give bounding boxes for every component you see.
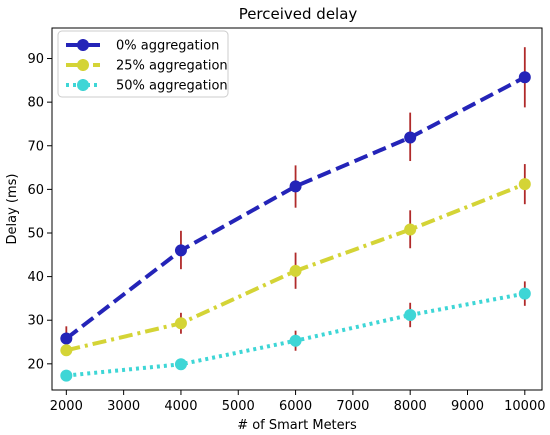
y-tick-label: 80 [27, 96, 44, 111]
legend-marker [77, 79, 89, 91]
data-point [60, 369, 73, 382]
data-point [174, 317, 187, 330]
legend-marker [77, 59, 89, 71]
y-tick-label: 20 [27, 357, 44, 372]
data-point [404, 131, 417, 144]
chart-title: Perceived delay [239, 5, 358, 23]
series-group [60, 47, 531, 352]
legend-item: 25% aggregation [66, 59, 228, 74]
x-tick-label: 8000 [394, 399, 427, 414]
data-point [60, 332, 73, 345]
y-tick-label: 30 [27, 314, 44, 329]
legend-item: 0% aggregation [66, 39, 219, 54]
data-point [404, 308, 417, 321]
y-axis: 20 30 40 50 60 70 80 90 [27, 52, 52, 372]
y-tick-label: 90 [27, 52, 44, 67]
data-point [60, 344, 73, 357]
y-tick-label: 60 [27, 183, 44, 198]
x-tick-label: 10000 [504, 399, 545, 414]
series-group [60, 164, 531, 357]
x-tick-label: 2000 [50, 399, 83, 414]
series-group [60, 281, 531, 382]
y-axis-label: Delay (ms) [5, 174, 20, 245]
x-tick-label: 3000 [107, 399, 140, 414]
x-tick-label: 6000 [279, 399, 312, 414]
legend-label: 0% aggregation [116, 39, 219, 54]
x-tick-label: 5000 [222, 399, 255, 414]
y-tick-label: 50 [27, 226, 44, 241]
series-line [65, 75, 526, 341]
data-point [404, 223, 417, 236]
data-point [174, 358, 187, 371]
x-axis: 2000 3000 4000 5000 6000 7000 8000 9000 10000 [50, 390, 545, 414]
y-tick-label: 40 [27, 270, 44, 285]
legend-item: 50% aggregation [66, 79, 228, 94]
plot-frame [51, 27, 543, 391]
data-point [518, 178, 531, 191]
data-point [289, 264, 302, 277]
x-tick-label: 4000 [164, 399, 197, 414]
series-layer [60, 47, 531, 382]
legend-marker [77, 39, 89, 51]
data-point [289, 180, 302, 193]
y-tick-label: 70 [27, 139, 44, 154]
legend-label: 25% aggregation [116, 59, 228, 74]
legend: 0% aggregation 25% aggregation 50% aggrega… [57, 30, 229, 98]
data-point [289, 334, 302, 347]
legend-box [57, 30, 229, 98]
data-point [518, 287, 531, 300]
x-tick-label: 7000 [336, 399, 369, 414]
data-point [174, 244, 187, 257]
x-axis-label: # of Smart Meters [237, 418, 357, 433]
data-point [518, 71, 531, 84]
x-tick-label: 9000 [451, 399, 484, 414]
legend-label: 50% aggregation [116, 79, 228, 94]
